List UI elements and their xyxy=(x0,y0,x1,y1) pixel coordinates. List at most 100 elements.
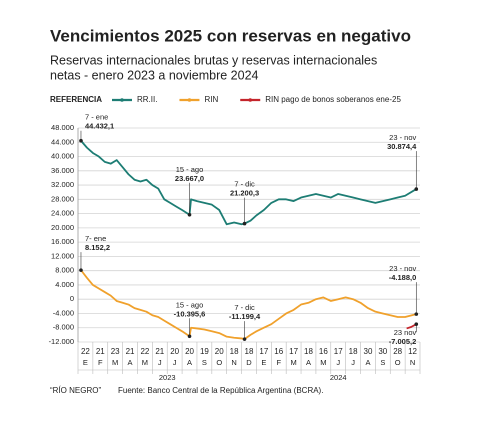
annotation-value: 44.432,1 xyxy=(85,122,114,131)
legend-title: REFERENCIA xyxy=(50,95,102,104)
annotation-value: -10.395,6 xyxy=(174,309,206,318)
annotation-date: 7 - ene xyxy=(85,113,108,122)
x-tick-month: J xyxy=(158,358,162,367)
x-tick-day: 28 xyxy=(393,347,402,356)
x-tick-month: M xyxy=(142,358,148,367)
legend-label: RR.II. xyxy=(137,95,157,104)
y-tick-label: 24.000 xyxy=(51,209,74,218)
annotation-value: -7.005,2 xyxy=(389,337,417,346)
x-tick-month: E xyxy=(261,358,266,367)
series-line xyxy=(406,323,417,330)
x-tick-month: F xyxy=(98,358,103,367)
x-tick-day: 16 xyxy=(319,347,328,356)
y-tick-label: 48.000 xyxy=(51,123,74,132)
x-tick-month: M xyxy=(112,358,118,367)
x-tick-month: M xyxy=(320,358,326,367)
y-tick-label: -8.000 xyxy=(53,323,74,332)
x-tick-day: 17 xyxy=(334,347,343,356)
annotation-dot xyxy=(187,334,192,339)
annotation-dot xyxy=(79,138,83,143)
y-tick-label: 4.000 xyxy=(55,280,74,289)
footer-source: Fuente: Banco Central de la República Ar… xyxy=(118,386,323,395)
y-tick-label: 8.000 xyxy=(55,266,74,275)
y-tick-label: 20.000 xyxy=(51,223,74,232)
y-tick-label: 16.000 xyxy=(51,237,74,246)
x-tick-day: 22 xyxy=(81,347,90,356)
x-tick-day: 18 xyxy=(245,347,254,356)
x-tick-month: O xyxy=(216,358,222,367)
y-tick-label: 44.000 xyxy=(51,137,74,146)
y-tick-label: -12.000 xyxy=(49,337,74,346)
series-line xyxy=(80,269,417,341)
year-label: 2023 xyxy=(159,373,176,382)
x-tick-day: 17 xyxy=(289,347,298,356)
annotation-dot xyxy=(414,187,419,191)
x-tick-day: 18 xyxy=(349,347,358,356)
x-tick-month: A xyxy=(187,358,192,367)
y-tick-label: 40.000 xyxy=(51,152,74,161)
x-tick-month: A xyxy=(365,358,370,367)
x-tick-month: N xyxy=(410,358,415,367)
annotation-dot xyxy=(242,337,247,341)
x-tick-month: J xyxy=(336,358,340,367)
annotation-value: -4.188,0 xyxy=(389,273,417,282)
annotation-dot xyxy=(242,221,247,226)
series-line xyxy=(80,140,417,226)
x-tick-day: 22 xyxy=(140,347,149,356)
annotation-date: 7- ene xyxy=(85,234,106,243)
x-tick-month: M xyxy=(290,358,296,367)
x-tick-day: 30 xyxy=(364,347,373,356)
annotation-value: 8.152,2 xyxy=(85,243,110,252)
legend-label: RIN xyxy=(204,95,218,104)
x-tick-month: F xyxy=(276,358,281,367)
x-tick-day: 30 xyxy=(378,347,387,356)
x-tick-month: A xyxy=(128,358,133,367)
annotation-dot xyxy=(79,268,83,272)
annotation-date: 15 - ago xyxy=(176,300,204,309)
footer-credit: “RÍO NEGRO” xyxy=(50,386,101,395)
annotation-date: 23 - nov xyxy=(389,133,416,142)
annotation-value: 21.200,3 xyxy=(230,189,259,198)
x-tick-month: J xyxy=(351,358,355,367)
x-tick-month: A xyxy=(306,358,311,367)
annotation-date: 7 - dic xyxy=(234,180,255,189)
subtitle: netas - enero 2023 a noviembre 2024 xyxy=(50,68,259,82)
annotation-dot xyxy=(414,322,419,326)
legend-swatch-dot xyxy=(120,98,124,102)
x-tick-day: 21 xyxy=(96,347,105,356)
annotation-date: 23 nov xyxy=(394,328,417,337)
x-tick-month: D xyxy=(246,358,252,367)
x-tick-day: 19 xyxy=(200,347,209,356)
x-tick-month: O xyxy=(395,358,401,367)
annotation-date: 15 - ago xyxy=(176,165,204,174)
legend-label: RIN pago de bonos soberanos ene-25 xyxy=(265,95,401,104)
y-tick-label: 32.000 xyxy=(51,180,74,189)
annotation-date: 23 - nov xyxy=(389,264,416,273)
annotation-dot xyxy=(414,312,419,316)
y-tick-label: -4.000 xyxy=(53,308,74,317)
year-label: 2024 xyxy=(330,373,347,382)
subtitle: Reservas internacionales brutas y reserv… xyxy=(50,53,377,67)
x-tick-day: 18 xyxy=(230,347,239,356)
x-tick-month: S xyxy=(202,358,207,367)
x-tick-day: 20 xyxy=(170,347,179,356)
x-tick-day: 17 xyxy=(259,347,268,356)
x-tick-day: 21 xyxy=(126,347,135,356)
x-tick-month: N xyxy=(231,358,236,367)
legend-swatch-dot xyxy=(187,98,192,102)
y-tick-label: 28.000 xyxy=(51,194,74,203)
annotation-value: -11.199,4 xyxy=(229,312,261,321)
annotation-value: 30.874,4 xyxy=(387,142,417,151)
annotation-date: 7 - dic xyxy=(234,303,255,312)
x-tick-day: 20 xyxy=(185,347,194,356)
y-tick-label: 36.000 xyxy=(51,166,74,175)
x-tick-month: S xyxy=(380,358,385,367)
x-tick-day: 12 xyxy=(408,347,417,356)
chart-title: Vencimientos 2025 con reservas en negati… xyxy=(50,26,411,45)
legend-swatch-dot xyxy=(248,98,253,102)
x-tick-day: 21 xyxy=(155,347,164,356)
annotation-dot xyxy=(187,212,192,217)
y-tick-label: 12.000 xyxy=(51,251,74,260)
x-tick-month: J xyxy=(173,358,177,367)
